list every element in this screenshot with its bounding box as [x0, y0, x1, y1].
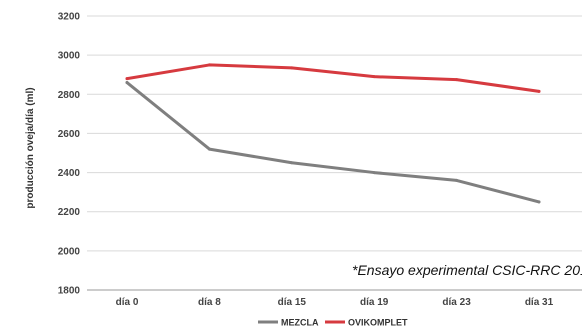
data-point: [290, 66, 294, 70]
y-tick-label: 1800: [58, 286, 81, 297]
y-tick-labels: 1800 2000 2200 2400 2600 2800 3000 3200: [58, 12, 81, 297]
data-point: [125, 81, 129, 85]
y-tick-label: 2600: [58, 129, 81, 140]
data-point: [537, 200, 541, 204]
y-tick-label: 2800: [58, 90, 81, 101]
data-point: [455, 178, 459, 182]
x-tick-labels: día 0 día 8 día 15 día 19 día 23 día 31: [116, 297, 554, 308]
data-point: [455, 78, 459, 82]
x-tick-label: día 8: [198, 297, 221, 308]
legend-label: OVIKOMPLET: [348, 318, 408, 328]
legend: MEZCLA OVIKOMPLET: [258, 318, 408, 328]
legend-label: MEZCLA: [281, 318, 319, 328]
series-line-ovikomplet: [125, 63, 541, 93]
y-tick-label: 2000: [58, 246, 81, 257]
gridlines: [87, 15, 582, 252]
y-axis-title: producción oveja/día (ml): [25, 87, 36, 208]
data-point: [125, 77, 129, 81]
x-tick-label: día 23: [442, 297, 471, 308]
data-point: [290, 161, 294, 165]
data-point: [207, 63, 211, 67]
series-line-mezcla: [125, 81, 541, 204]
data-point: [537, 89, 541, 93]
data-point: [372, 171, 376, 175]
y-tick-label: 2400: [58, 168, 81, 179]
y-tick-label: 2200: [58, 207, 81, 218]
y-tick-label: 3000: [58, 51, 81, 62]
data-point: [207, 147, 211, 151]
source-annotation: *Ensayo experimental CSIC-RRC 201: [352, 262, 582, 278]
x-tick-label: día 15: [278, 297, 307, 308]
x-tick-label: día 31: [525, 297, 554, 308]
x-tick-label: día 19: [360, 297, 389, 308]
data-point: [372, 75, 376, 79]
x-tick-label: día 0: [116, 297, 139, 308]
y-tick-label: 3200: [58, 12, 81, 23]
series-lines: [125, 63, 541, 204]
